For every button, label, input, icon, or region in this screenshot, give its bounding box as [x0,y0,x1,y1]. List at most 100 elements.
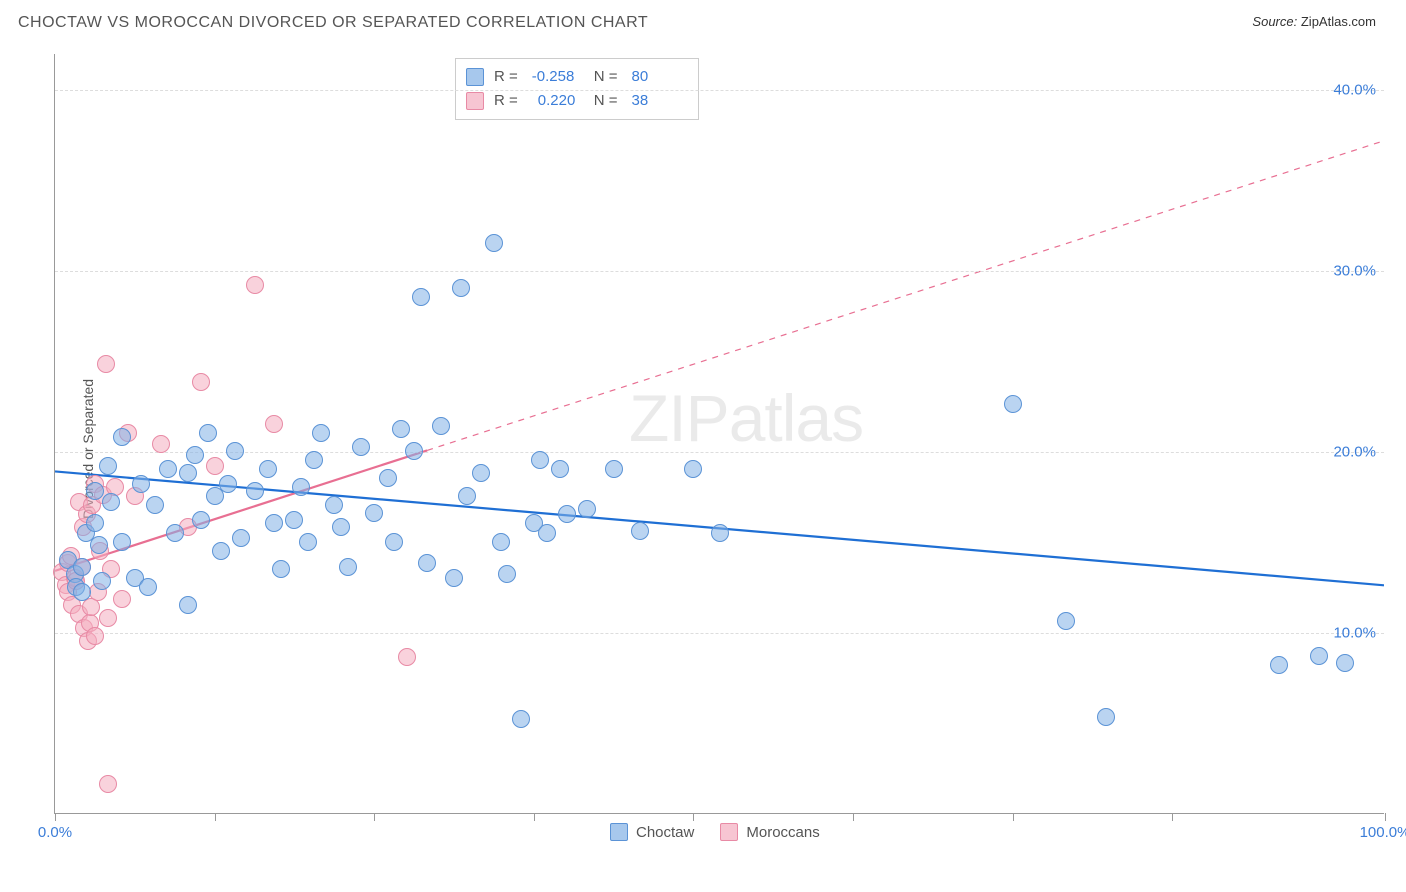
watermark: ZIPatlas [629,380,863,456]
data-point [332,518,350,536]
data-point [226,442,244,460]
data-point [179,464,197,482]
data-point [472,464,490,482]
x-tick-label: 100.0% [1360,824,1406,841]
data-point [578,500,596,518]
legend-row-choctaw: R = -0.258 N = 80 [466,65,684,89]
data-point [684,460,702,478]
data-point [538,524,556,542]
data-point [285,511,303,529]
data-point [558,505,576,523]
gridline [55,90,1384,91]
source-label: Source: [1252,14,1297,29]
legend-r-value-choctaw: -0.258 [532,65,584,89]
x-tick [693,813,694,821]
x-tick [1013,813,1014,821]
data-point [139,578,157,596]
data-point [265,415,283,433]
legend-n-label: N = [594,89,618,113]
gridline [55,633,1384,634]
legend-series: Choctaw Moroccans [610,823,820,841]
data-point [299,533,317,551]
x-tick [374,813,375,821]
data-point [90,536,108,554]
data-point [1097,708,1115,726]
data-point [73,558,91,576]
data-point [365,504,383,522]
legend-r-label: R = [494,65,518,89]
legend-swatch-blue [466,68,484,86]
data-point [711,524,729,542]
data-point [113,533,131,551]
data-point [99,609,117,627]
watermark-right: atlas [729,381,863,455]
data-point [398,648,416,666]
data-point [418,554,436,572]
data-point [352,438,370,456]
data-point [232,529,250,547]
data-point [325,496,343,514]
legend-label-moroccans: Moroccans [746,824,819,841]
gridline [55,271,1384,272]
watermark-left: ZIP [629,381,729,455]
data-point [272,560,290,578]
data-point [166,524,184,542]
data-point [1057,612,1075,630]
data-point [412,288,430,306]
data-point [385,533,403,551]
data-point [498,565,516,583]
legend-label-choctaw: Choctaw [636,824,694,841]
y-tick-label: 10.0% [1333,625,1376,642]
data-point [86,482,104,500]
data-point [152,435,170,453]
data-point [146,496,164,514]
data-point [551,460,569,478]
legend-r-value-moroccans: 0.220 [532,89,584,113]
legend-n-label: N = [594,65,618,89]
source-value: ZipAtlas.com [1301,14,1376,29]
legend-item-moroccans: Moroccans [720,823,819,841]
data-point [86,627,104,645]
data-point [159,460,177,478]
plot-area: ZIPatlas R = -0.258 N = 80 R = 0.220 N =… [54,54,1384,814]
chart-title: CHOCTAW VS MOROCCAN DIVORCED OR SEPARATE… [18,14,648,32]
data-point [192,511,210,529]
data-point [485,234,503,252]
data-point [186,446,204,464]
x-tick [853,813,854,821]
legend-n-value-choctaw: 80 [632,65,684,89]
legend-swatch-blue [610,823,628,841]
data-point [246,482,264,500]
data-point [97,355,115,373]
data-point [99,457,117,475]
data-point [212,542,230,560]
data-point [86,514,104,532]
data-point [199,424,217,442]
y-tick-label: 30.0% [1333,263,1376,280]
data-point [432,417,450,435]
data-point [246,276,264,294]
data-point [265,514,283,532]
y-tick-label: 40.0% [1333,82,1376,99]
legend-n-value-moroccans: 38 [632,89,684,113]
data-point [259,460,277,478]
legend-swatch-pink [720,823,738,841]
data-point [113,428,131,446]
legend-r-label: R = [494,89,518,113]
data-point [339,558,357,576]
data-point [379,469,397,487]
data-point [1310,647,1328,665]
data-point [492,533,510,551]
data-point [452,279,470,297]
data-point [179,596,197,614]
data-point [405,442,423,460]
data-point [531,451,549,469]
data-point [392,420,410,438]
data-point [219,475,237,493]
y-tick-label: 20.0% [1333,444,1376,461]
chart-container: Divorced or Separated ZIPatlas R = -0.25… [48,54,1388,844]
data-point [1336,654,1354,672]
data-point [631,522,649,540]
data-point [93,572,111,590]
data-point [73,583,91,601]
